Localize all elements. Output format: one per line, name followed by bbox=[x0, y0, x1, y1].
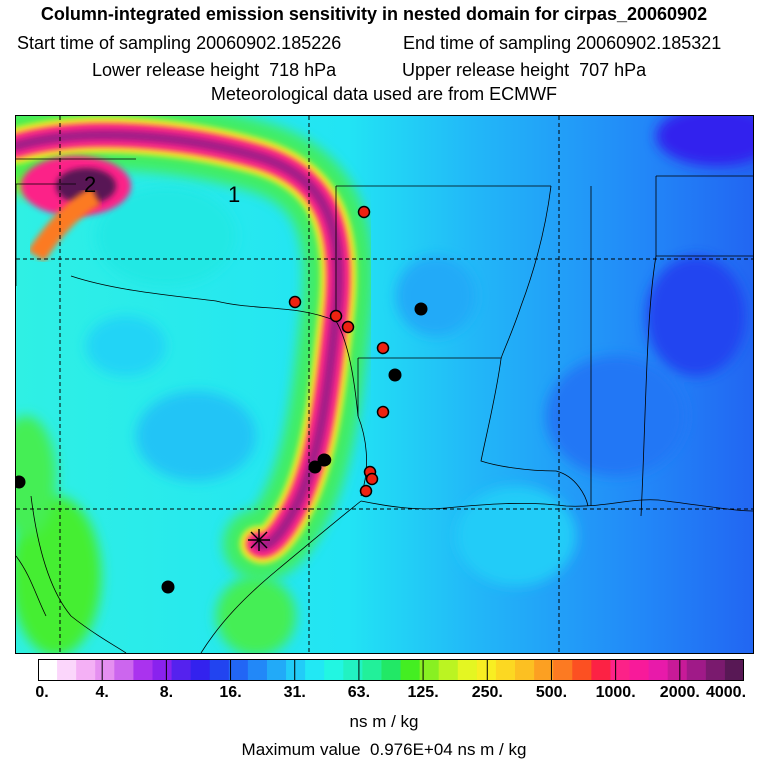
red-marker[interactable] bbox=[365, 472, 379, 486]
colorbar-swatch bbox=[171, 659, 192, 681]
black-marker[interactable] bbox=[414, 302, 428, 316]
red-marker[interactable] bbox=[359, 484, 373, 498]
upper-release-label: Upper release height bbox=[402, 60, 570, 80]
colorbar-swatch bbox=[457, 659, 478, 681]
lower-release-value: 718 hPa bbox=[269, 60, 337, 80]
colorbar-swatch bbox=[305, 659, 325, 681]
red-marker[interactable] bbox=[376, 341, 390, 355]
colorbar-tick-label: 8. bbox=[159, 684, 174, 701]
colorbar-swatch bbox=[572, 659, 592, 681]
colorbar-swatch bbox=[190, 659, 211, 681]
red-marker[interactable] bbox=[376, 405, 390, 419]
red-marker[interactable] bbox=[288, 295, 302, 309]
colorbar-swatch bbox=[495, 659, 516, 681]
lat-lon-grid bbox=[16, 116, 753, 653]
lower-release: Lower release height 718 hPa bbox=[92, 60, 336, 81]
colorbar-swatch bbox=[57, 659, 77, 681]
colorbar-tick-label: 1000. bbox=[595, 684, 636, 701]
colorbar-tick-label: 0. bbox=[35, 684, 49, 701]
red-marker[interactable] bbox=[329, 309, 343, 323]
end-times: End time of sampling 20060902.185321 bbox=[403, 33, 721, 54]
colorbar-swatch bbox=[76, 659, 96, 681]
colorbar-swatch bbox=[286, 659, 306, 681]
colorbar-swatch bbox=[419, 659, 440, 681]
upper-release: Upper release height 707 hPa bbox=[402, 60, 646, 81]
sampling-times: Start time of sampling 20060902.185226 bbox=[17, 33, 341, 54]
plume-label-2: 2 bbox=[84, 172, 96, 197]
colorbar-tick-label: 2000. bbox=[659, 684, 700, 701]
upper-release-value: 707 hPa bbox=[579, 60, 647, 80]
colorbar-swatch bbox=[591, 659, 611, 681]
colorbar-swatch bbox=[362, 659, 382, 681]
colorbar-swatch bbox=[515, 659, 535, 681]
colorbar-swatch bbox=[266, 659, 287, 681]
colorbar-swatch bbox=[247, 659, 268, 681]
black-marker[interactable] bbox=[161, 580, 175, 594]
colorbar-tick-label: 4. bbox=[95, 684, 109, 701]
colorbar-swatch bbox=[438, 659, 459, 681]
colorbar-swatch bbox=[114, 659, 134, 681]
black-marker[interactable] bbox=[317, 453, 331, 467]
met-data-note: Meteorological data used are from ECMWF bbox=[210, 84, 558, 104]
colorbar-swatch bbox=[724, 659, 744, 681]
colorbar-tick-label: 31. bbox=[283, 684, 306, 701]
end-time-value: 20060902.185321 bbox=[576, 33, 722, 53]
lower-release-label: Lower release height bbox=[92, 60, 260, 80]
black-marker[interactable] bbox=[16, 475, 26, 489]
colorbar-swatch bbox=[534, 659, 554, 681]
colorbar-swatch bbox=[95, 659, 115, 681]
sensitivity-map[interactable]: 2 1 bbox=[15, 115, 754, 654]
colorbar-swatch bbox=[553, 659, 573, 681]
red-marker[interactable] bbox=[341, 320, 355, 334]
colorbar-swatch bbox=[667, 659, 688, 681]
max-value: 0.976E+04 ns m / kg bbox=[370, 740, 527, 759]
colorbar-swatch bbox=[610, 659, 631, 681]
black-markers bbox=[16, 302, 428, 594]
colorbar-tick-label: 250. bbox=[471, 684, 503, 701]
end-time-label: End time of sampling bbox=[403, 33, 572, 53]
start-time-label: Start time of sampling bbox=[17, 33, 192, 53]
colorbar-swatch bbox=[324, 659, 344, 681]
plume-label-1: 1 bbox=[228, 182, 240, 207]
colorbar-swatch bbox=[629, 659, 650, 681]
colorbar-tick-label: 125. bbox=[407, 684, 439, 701]
colorbar-frame bbox=[38, 659, 744, 681]
colorbar-swatch bbox=[343, 659, 363, 681]
black-marker[interactable] bbox=[308, 460, 322, 474]
colorbar-tick-label: 16. bbox=[219, 684, 242, 701]
colorbar-tick-label: 500. bbox=[535, 684, 568, 701]
start-time-value: 20060902.185226 bbox=[196, 33, 342, 53]
colorbar-swatch bbox=[133, 659, 153, 681]
map-svg: 2 1 bbox=[16, 116, 753, 653]
colorbar-swatch bbox=[686, 659, 707, 681]
colorbar-swatch bbox=[209, 659, 230, 681]
colorbar-swatch bbox=[476, 659, 497, 681]
emission-plume bbox=[16, 116, 374, 581]
colorbar-swatch bbox=[38, 659, 58, 681]
colorbar-swatch bbox=[381, 659, 402, 681]
max-label: Maximum value bbox=[241, 740, 361, 759]
colorbar-tick-label: 4000. bbox=[705, 684, 747, 701]
plot-title: Column-integrated emission sensitivity i… bbox=[40, 4, 708, 24]
maximum-value: Maximum value 0.976E+04 ns m / kg bbox=[0, 740, 768, 760]
colorbar-swatch bbox=[648, 659, 669, 681]
black-marker[interactable] bbox=[388, 368, 402, 382]
red-marker[interactable] bbox=[357, 205, 371, 219]
release-point-icon bbox=[248, 529, 270, 551]
colorbar-unit: ns m / kg bbox=[349, 712, 419, 731]
colorbar-tick-label: 63. bbox=[347, 684, 371, 701]
colorbar-swatch bbox=[152, 659, 173, 681]
colorbar-swatch bbox=[228, 659, 249, 681]
colorbar-swatch bbox=[705, 659, 726, 681]
colorbar bbox=[38, 659, 744, 681]
colorbar-swatch bbox=[400, 659, 421, 681]
